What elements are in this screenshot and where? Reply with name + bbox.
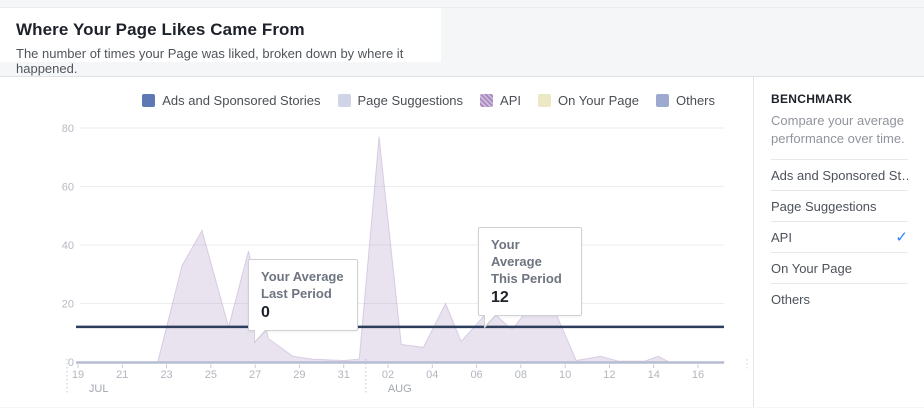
likes-source-area-chart[interactable]: 0 20 40 60 80 JUL AUG 19 21 23 25 27 29 31 02 04 06 08 10 1… <box>0 116 753 408</box>
y-axis-label: 20 <box>62 299 74 311</box>
x-axis-label: 21 <box>116 369 128 381</box>
x-axis-label: 25 <box>205 369 217 381</box>
x-axis-label: 08 <box>515 369 527 381</box>
x-axis-label: 27 <box>249 369 261 381</box>
y-axis-label: 60 <box>62 182 74 194</box>
check-icon: ✓ <box>895 228 908 246</box>
legend-swatch-icon <box>480 94 494 107</box>
tooltip-label-line: Last Period <box>261 286 332 301</box>
series-area-api <box>76 136 725 363</box>
legend-item: Others <box>655 93 715 108</box>
legend-item-label: Ads and Sponsored Stories <box>162 93 321 108</box>
page-subtitle: The number of times your Page was liked,… <box>16 46 404 76</box>
benchmark-item-label: API <box>771 229 792 245</box>
benchmark-item-page-suggestions[interactable]: Page Suggestions <box>771 191 908 222</box>
benchmark-item-ads-and-sponsored-st[interactable]: Ads and Sponsored St… <box>771 160 908 191</box>
legend-item: API <box>480 93 521 108</box>
legend-swatch-icon <box>142 94 156 107</box>
x-axis-label: 12 <box>603 369 615 381</box>
legend-item-label: Page Suggestions <box>357 93 464 108</box>
chart-pane: Ads and Sponsored Stories Page Suggestion… <box>0 77 753 407</box>
chart-legend: Ads and Sponsored Stories Page Suggestion… <box>142 93 715 108</box>
x-axis-label: 06 <box>470 369 482 381</box>
legend-item: Ads and Sponsored Stories <box>142 93 321 108</box>
y-axis-label: 0 <box>68 357 74 369</box>
benchmark-item-list: Ads and Sponsored St… Page Suggestions API… <box>771 160 908 314</box>
legend-item: Page Suggestions <box>337 93 464 108</box>
x-axis-label: 29 <box>293 369 305 381</box>
page-title: Where Your Page Likes Came From <box>16 20 305 39</box>
month-label: AUG <box>388 383 412 395</box>
x-axis-label: 19 <box>72 369 84 381</box>
tooltip-label-line: This Period <box>491 271 562 286</box>
benchmark-item-label: Others <box>771 291 811 307</box>
month-label: JUL <box>89 383 109 395</box>
average-this-period-tooltip: Your Average This Period 12 <box>478 227 582 329</box>
top-divider-strip <box>0 0 924 8</box>
tooltip-label-line: Your Average <box>261 269 344 284</box>
x-axis-label: 02 <box>382 369 394 381</box>
tooltip-label-line: Your Average <box>491 237 542 269</box>
x-axis-label: 14 <box>648 369 660 381</box>
benchmark-panel: BENCHMARK Compare your average performan… <box>753 77 924 407</box>
legend-item: On Your Page <box>538 93 639 108</box>
tooltip-value: 0 <box>261 304 270 321</box>
benchmark-item-label: Ads and Sponsored St… <box>771 167 908 183</box>
legend-item-label: Others <box>675 93 715 108</box>
tooltip-value: 12 <box>491 289 509 306</box>
legend-item-label: API <box>500 93 522 108</box>
benchmark-item-label: Page Suggestions <box>771 198 877 214</box>
benchmark-item-api[interactable]: API ✓ <box>771 222 908 253</box>
legend-swatch-icon <box>538 94 552 107</box>
legend-swatch-icon <box>655 94 669 107</box>
chart-card: Ads and Sponsored Stories Page Suggestion… <box>0 76 924 407</box>
x-axis-label: 10 <box>559 369 571 381</box>
benchmark-item-others[interactable]: Others <box>771 284 908 314</box>
y-axis-label: 80 <box>62 123 74 135</box>
average-last-period-tooltip: Your Average Last Period 0 <box>248 259 358 344</box>
x-axis-label: 31 <box>338 369 350 381</box>
y-axis-label: 40 <box>62 240 74 252</box>
section-header: Where Your Page Likes Came From The numb… <box>0 8 441 76</box>
benchmark-item-on-your-page[interactable]: On Your Page <box>771 253 908 284</box>
x-axis-label: 16 <box>692 369 704 381</box>
x-axis-label: 23 <box>160 369 172 381</box>
legend-item-label: On Your Page <box>558 93 639 108</box>
benchmark-description: Compare your average performance over ti… <box>771 112 908 160</box>
benchmark-heading: BENCHMARK <box>771 92 853 106</box>
benchmark-item-label: On Your Page <box>771 260 852 276</box>
legend-swatch-icon <box>337 94 351 107</box>
x-axis-label: 04 <box>426 369 438 381</box>
